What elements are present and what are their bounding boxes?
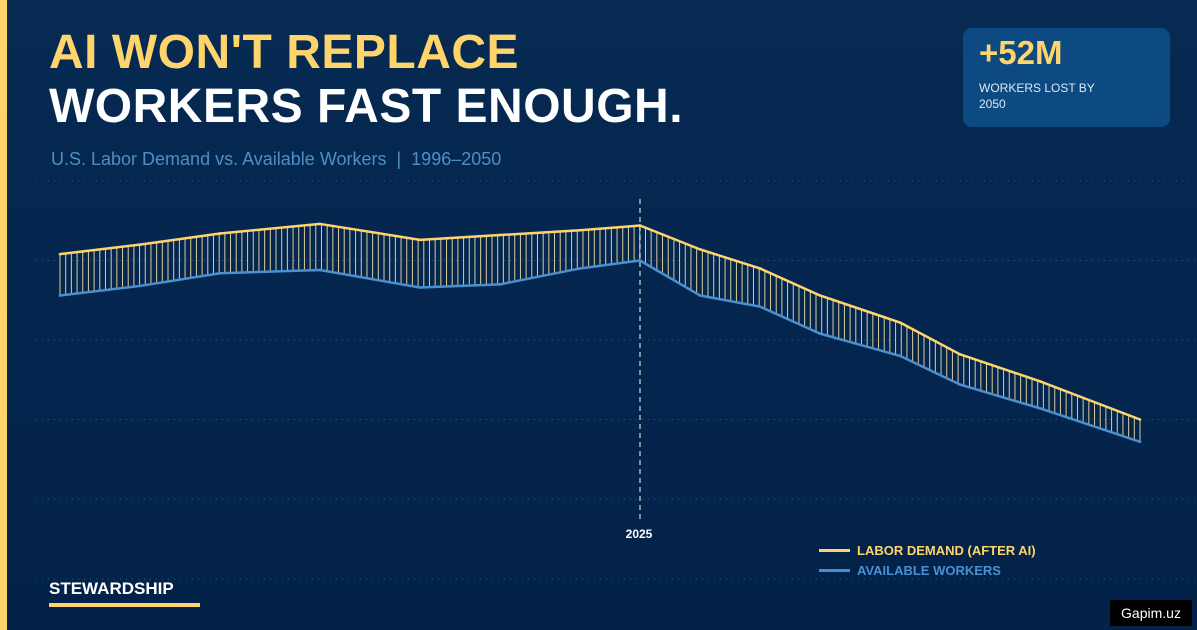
data-point-demand xyxy=(418,238,422,242)
data-point-demand xyxy=(758,267,762,270)
data-point-workers xyxy=(1038,407,1042,410)
stat-value: +52M xyxy=(979,34,1063,71)
legend-label-workers: AVAILABLE WORKERS xyxy=(857,562,1001,578)
stat-card: +52M WORKERS LOST BY 2050 xyxy=(963,28,1170,127)
accent-bar xyxy=(0,0,7,630)
legend-swatch-workers xyxy=(819,568,850,572)
data-point-demand xyxy=(818,294,822,297)
legend-label-demand: LABOR DEMAND (AFTER AI) xyxy=(857,542,1036,558)
watermark: Gapim.uz xyxy=(1110,600,1192,626)
legend-item-workers: AVAILABLE WORKERS xyxy=(819,560,1036,580)
brand-underline xyxy=(49,603,200,607)
data-point-workers xyxy=(698,294,702,297)
gridlines xyxy=(36,180,1197,580)
chart-subtitle: U.S. Labor Demand vs. Available Workers … xyxy=(51,149,502,169)
data-point-demand xyxy=(898,321,902,324)
title-line-2: WORKERS FAST ENOUGH. xyxy=(49,80,684,133)
legend-swatch-demand xyxy=(819,548,850,552)
data-point-demand xyxy=(138,243,142,246)
data-point-workers xyxy=(578,267,582,270)
data-point-demand xyxy=(578,228,582,232)
data-point-workers xyxy=(758,305,762,308)
data-point-workers xyxy=(898,354,902,358)
gap-hatch xyxy=(59,224,1141,442)
data-point-workers xyxy=(318,268,322,272)
data-point-workers xyxy=(218,271,222,275)
data-point-workers xyxy=(1138,440,1142,444)
marker-label: 2025 xyxy=(626,527,653,541)
data-point-demand xyxy=(1138,418,1142,421)
data-point-workers xyxy=(958,383,962,386)
data-point-workers xyxy=(138,284,142,288)
page-title: AI WON'T REPLACE WORKERS FAST ENOUGH. xyxy=(49,26,683,134)
data-point-workers xyxy=(638,259,642,262)
data-point-demand xyxy=(318,222,322,226)
data-point-demand xyxy=(638,224,642,227)
series-lines xyxy=(58,222,1142,444)
data-point-demand xyxy=(698,248,702,251)
legend-item-demand: LABOR DEMAND (AFTER AI) xyxy=(819,540,1036,560)
data-point-workers xyxy=(818,332,822,335)
data-point-demand xyxy=(1038,380,1042,383)
data-point-workers xyxy=(58,294,62,297)
title-line-1: AI WON'T REPLACE xyxy=(49,26,520,79)
data-point-demand xyxy=(958,353,962,356)
data-point-demand xyxy=(498,233,502,237)
brand-label: STEWARDSHIP xyxy=(49,579,174,598)
data-point-demand xyxy=(218,232,222,235)
data-point-demand xyxy=(58,252,62,256)
series-line-workers xyxy=(59,259,1141,443)
legend: LABOR DEMAND (AFTER AI) AVAILABLE WORKER… xyxy=(819,540,1036,580)
stat-label: WORKERS LOST BY 2050 xyxy=(979,81,1095,111)
data-point-workers xyxy=(418,286,422,289)
data-point-workers xyxy=(498,283,502,286)
